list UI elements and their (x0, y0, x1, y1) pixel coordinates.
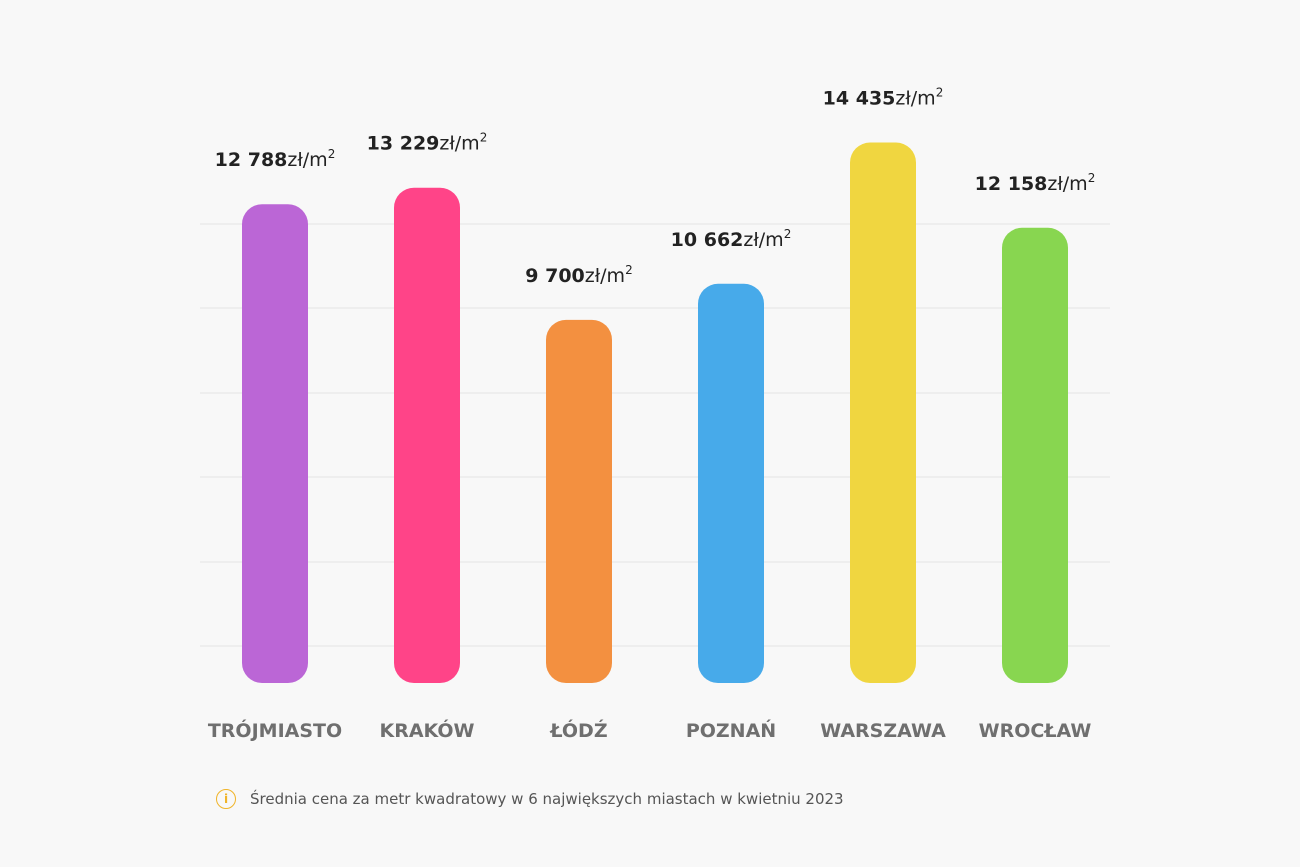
category-labels: TRÓJMIASTO KRAKÓW ŁÓDŹ POZNAŃ WARSZAWA WROCŁA… (208, 718, 1092, 742)
value-label-5: 14 435zł/m2 (823, 86, 944, 110)
category-label-2: KRAKÓW (379, 718, 474, 742)
value-labels: 12 788zł/m2 13 229zł/m2 9 700zł/m2 10 662zł… (215, 86, 1096, 287)
info-icon: i (216, 789, 236, 809)
value-label-4: 10 662zł/m2 (671, 227, 792, 251)
gridlines (200, 223, 1110, 647)
bar-3 (546, 319, 612, 683)
category-label-4: POZNAŃ (686, 719, 776, 742)
category-label-6: WROCŁAW (979, 720, 1092, 742)
bars (242, 142, 1068, 684)
bar-1 (242, 204, 308, 684)
value-label-3: 9 700zł/m2 (525, 263, 632, 287)
bar-6 (1002, 227, 1068, 683)
value-label-6: 12 158zł/m2 (975, 171, 1096, 195)
chart-footnote: i Średnia cena za metr kwadratowy w 6 na… (216, 789, 844, 809)
value-label-2: 13 229zł/m2 (367, 131, 488, 155)
category-label-3: ŁÓDŹ (549, 718, 607, 742)
footnote-text: Średnia cena za metr kwadratowy w 6 najw… (250, 790, 844, 808)
category-label-5: WARSZAWA (820, 720, 946, 742)
value-label-1: 12 788zł/m2 (215, 147, 336, 171)
bar-2 (394, 187, 460, 683)
bar-4 (698, 283, 764, 683)
category-label-1: TRÓJMIASTO (208, 718, 342, 742)
bar-5 (850, 142, 916, 683)
